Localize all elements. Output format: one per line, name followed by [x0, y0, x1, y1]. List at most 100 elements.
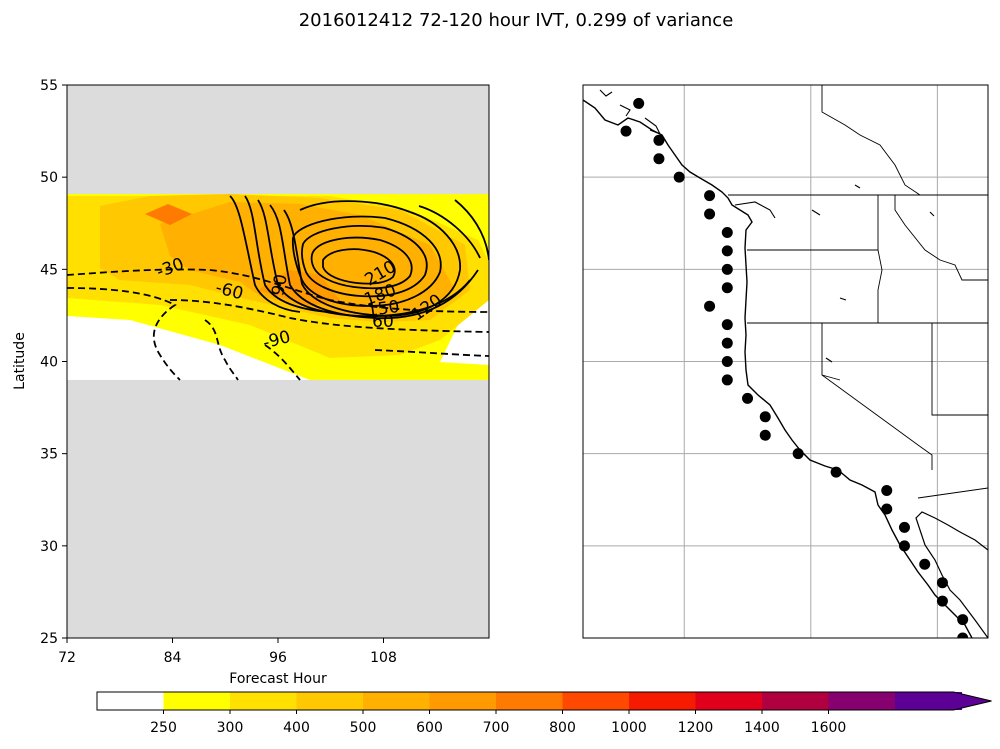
- location-marker: [721, 226, 733, 238]
- variance-contours: [67, 195, 489, 381]
- location-marker: [704, 208, 716, 220]
- negative-contour-4: [264, 344, 301, 381]
- colorbar-segment: [496, 692, 563, 710]
- positive-contour-11: [454, 199, 489, 261]
- colorbar-label: 500: [350, 720, 377, 736]
- location-marker: [704, 300, 716, 312]
- location-marker: [898, 521, 910, 533]
- x-tick-label: 108: [370, 650, 397, 666]
- colorbar-segment: [296, 692, 364, 710]
- colorbar-outline: [96, 691, 992, 711]
- y-tick-label: 35: [40, 447, 58, 463]
- colorbar-extend-arrow: [895, 692, 992, 710]
- location-marker: [721, 245, 733, 257]
- political-border-2: [747, 195, 879, 251]
- location-marker: [881, 503, 893, 515]
- y-tick-label: 55: [40, 78, 58, 94]
- positive-contour-1: [244, 195, 331, 313]
- positive-contour-3: [269, 204, 479, 320]
- location-marker: [936, 577, 948, 589]
- island-outline: [619, 104, 631, 117]
- colorbar-segment: [562, 692, 630, 710]
- political-border-8: [917, 487, 988, 499]
- positive-contour-7: [301, 225, 428, 298]
- colorbar-segment: [629, 692, 696, 710]
- island-outline: [839, 297, 847, 301]
- island-outline: [734, 201, 776, 219]
- colorbar-segment: [230, 692, 297, 710]
- x-axis-label: Forecast Hour: [229, 671, 327, 687]
- location-marker: [742, 392, 754, 404]
- location-marker: [919, 558, 931, 570]
- colorbar-label: 600: [416, 720, 443, 736]
- negative-contour-3: [204, 319, 239, 381]
- contour-label: 90: [268, 273, 291, 298]
- colorbar-label: 800: [549, 720, 576, 736]
- colorbar-label: 1000: [611, 720, 647, 736]
- positive-contour-5: [299, 200, 411, 213]
- y-axis-label: Latitude: [12, 332, 28, 390]
- colorbar-label: 400: [283, 720, 310, 736]
- location-marker: [653, 153, 665, 165]
- location-marker: [721, 337, 733, 349]
- chart-title: 2016012412 72-120 hour IVT, 0.299 of var…: [299, 10, 734, 31]
- positive-contour-0: [229, 195, 301, 313]
- island-outline: [811, 209, 821, 216]
- y-tick-label: 30: [40, 539, 58, 555]
- map-gridlines: [583, 85, 988, 638]
- colorbar: 250 300 400 500 600 700 800 1000 1200 1400 1600: [96, 691, 992, 736]
- location-marker: [721, 319, 733, 331]
- location-marker: [633, 97, 645, 109]
- x-axis-ticks: 72 84 96 108: [58, 638, 397, 666]
- colorbar-segment: [828, 692, 896, 710]
- island-outline: [644, 117, 662, 136]
- political-border-5: [821, 323, 933, 470]
- ivt-band-3: [160, 202, 455, 318]
- location-marker: [620, 125, 632, 137]
- x-tick-label: 72: [58, 650, 76, 666]
- colorbar-label: 250: [150, 720, 177, 736]
- political-border-7: [821, 374, 841, 381]
- colorbar-segment: [97, 692, 164, 710]
- x-tick-label: 84: [164, 650, 182, 666]
- location-marker: [881, 485, 893, 497]
- location-marker: [721, 263, 733, 275]
- map-axes-frame: [582, 84, 989, 639]
- map-panel: [582, 84, 989, 639]
- location-marker: [673, 171, 685, 183]
- positive-contour-9: [322, 248, 396, 285]
- island-outline: [854, 184, 861, 189]
- political-border-1: [821, 85, 921, 196]
- location-marker: [704, 190, 716, 202]
- location-marker: [957, 614, 969, 626]
- colorbar-segment: [363, 692, 430, 710]
- location-marker: [936, 595, 948, 607]
- colorbar-label: 700: [483, 720, 510, 736]
- location-marker: [898, 540, 910, 552]
- island-outline: [599, 89, 613, 97]
- colorbar-label: 1600: [811, 720, 847, 736]
- political-border-9: [894, 195, 988, 281]
- location-marker: [721, 356, 733, 367]
- island-outline: [825, 357, 833, 363]
- y-tick-label: 45: [40, 262, 58, 278]
- location-marker: [792, 448, 804, 460]
- coastline-and-borders: [583, 85, 988, 638]
- location-marker: [653, 134, 665, 146]
- colorbar-segment: [163, 692, 231, 710]
- pacific-coastline: [583, 99, 973, 638]
- contour-label: 150: [366, 297, 401, 321]
- colorbar-label: 1200: [678, 720, 714, 736]
- colorbar-segment: [429, 692, 497, 710]
- contour-label: 60: [372, 312, 394, 332]
- positive-contour-8: [310, 236, 413, 290]
- y-axis-ticks: 25 30 35 40 45 50 55: [40, 78, 67, 647]
- gulf-coastline: [915, 511, 988, 638]
- positive-contour-6: [291, 215, 442, 307]
- location-marker: [721, 282, 733, 294]
- positive-contour-4: [283, 209, 461, 317]
- y-tick-label: 50: [40, 170, 58, 186]
- positive-contour-10: [418, 205, 481, 259]
